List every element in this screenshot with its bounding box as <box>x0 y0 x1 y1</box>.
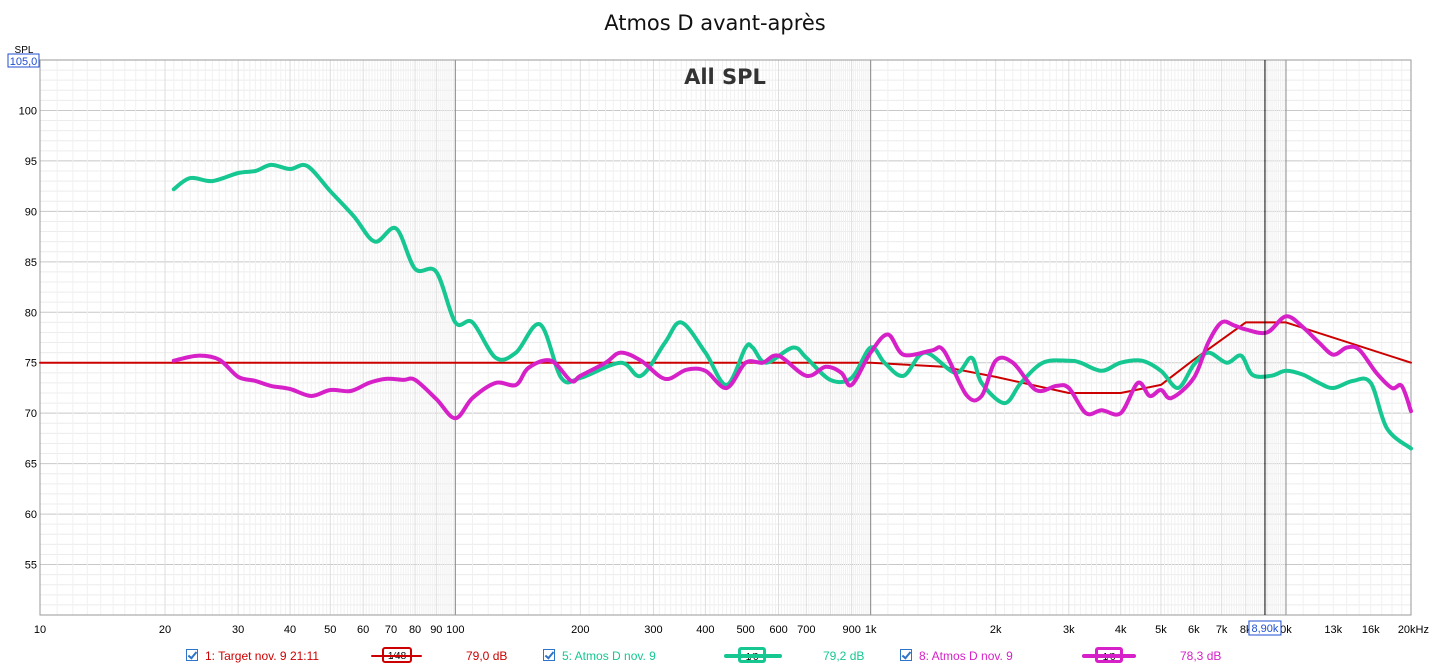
y-tick-label: 85 <box>25 257 37 269</box>
cursor-readout-box[interactable] <box>1248 620 1282 636</box>
series-1-name: 1: Target nov. 9 21:11 <box>205 649 320 663</box>
x-tick-label: 200 <box>571 624 589 636</box>
series-5-name: 5: Atmos D nov. 9 <box>562 649 656 663</box>
x-tick-label: 20 <box>159 624 171 636</box>
x-tick-label: 40 <box>284 624 296 636</box>
y-tick-label: 65 <box>25 459 37 471</box>
x-tick-label: 300 <box>644 624 662 636</box>
y-tick-label: 100 <box>19 105 37 117</box>
x-tick-label: 60 <box>357 624 369 636</box>
chart-annotation: All SPL <box>684 65 766 89</box>
x-tick-label: 3k <box>1063 624 1075 636</box>
y-tick-label: 55 <box>25 560 37 572</box>
y-tick-label: 60 <box>25 509 37 521</box>
x-tick-label: 700 <box>797 624 815 636</box>
x-tick-label: 600 <box>769 624 787 636</box>
chart-title: Atmos D avant-après <box>604 11 826 35</box>
series-8-name: 8: Atmos D nov. 9 <box>919 649 1013 663</box>
y-tick-label: 90 <box>25 206 37 218</box>
y-tick-label: 80 <box>25 307 37 319</box>
series-5-cursor-value: 79,2 dB <box>823 649 865 663</box>
x-tick-label: 100 <box>446 624 464 636</box>
x-tick-label: 6k <box>1188 624 1200 636</box>
x-tick-label: 10 <box>34 624 46 636</box>
y-max-box[interactable] <box>7 53 40 68</box>
series-8-checkbox[interactable] <box>900 649 912 661</box>
x-tick-label: 80 <box>409 624 421 636</box>
x-tick-label: 900 <box>842 624 860 636</box>
x-tick-label: 0k <box>1280 624 1292 636</box>
x-tick-label: 30 <box>232 624 244 636</box>
series-line-3 <box>171 314 1413 421</box>
series-5-checkbox[interactable] <box>543 649 555 661</box>
series-8-cursor-value: 78,3 dB <box>1180 649 1222 663</box>
y-tick-label: 70 <box>25 408 37 420</box>
x-tick-label: 16k <box>1362 624 1380 636</box>
series-layer <box>39 162 1413 451</box>
plot-frame <box>39 59 1412 616</box>
x-tick-label: 70 <box>385 624 397 636</box>
x-tick-label: 5k <box>1155 624 1167 636</box>
x-tick-label: 50 <box>324 624 336 636</box>
x-tick-label: 13k <box>1324 624 1342 636</box>
x-tick-label: 4k <box>1115 624 1127 636</box>
series-line-1 <box>39 321 1412 394</box>
series-1-checkbox[interactable] <box>186 649 198 661</box>
x-tick-label: 2k <box>990 624 1002 636</box>
y-tick-label: 95 <box>25 156 37 168</box>
y-tick-label: 75 <box>25 358 37 370</box>
x-tick-label: 1k <box>865 624 877 636</box>
y-axis-title: SPL <box>15 45 34 56</box>
x-tick-label: 400 <box>696 624 714 636</box>
x-tick-label: 7k <box>1216 624 1228 636</box>
chart-grid <box>39 59 1412 616</box>
x-tick-label: 90 <box>430 624 442 636</box>
y-axis-labels: 100 95 90 85 80 75 70 65 60 55 <box>19 105 37 571</box>
series-1-cursor-value: 79,0 dB <box>466 649 508 663</box>
series-1-smoothing[interactable]: 1⁄48 <box>382 647 412 663</box>
x-tick-label: 500 <box>736 624 754 636</box>
x-tick-label: 20kHz <box>1398 624 1429 636</box>
series-line-2 <box>171 162 1413 451</box>
series-8-smoothing[interactable]: 1⁄6 <box>1095 647 1123 663</box>
cursor-readout[interactable]: 8,90k <box>1251 623 1278 635</box>
series-5-smoothing[interactable]: 1⁄6 <box>738 647 766 663</box>
x-axis-labels: 10 20 30 40 50 60 70 80 90 100 200 300 400 500 600 700 9… <box>34 624 1429 636</box>
y-max-value[interactable]: 105,0 <box>10 56 38 68</box>
